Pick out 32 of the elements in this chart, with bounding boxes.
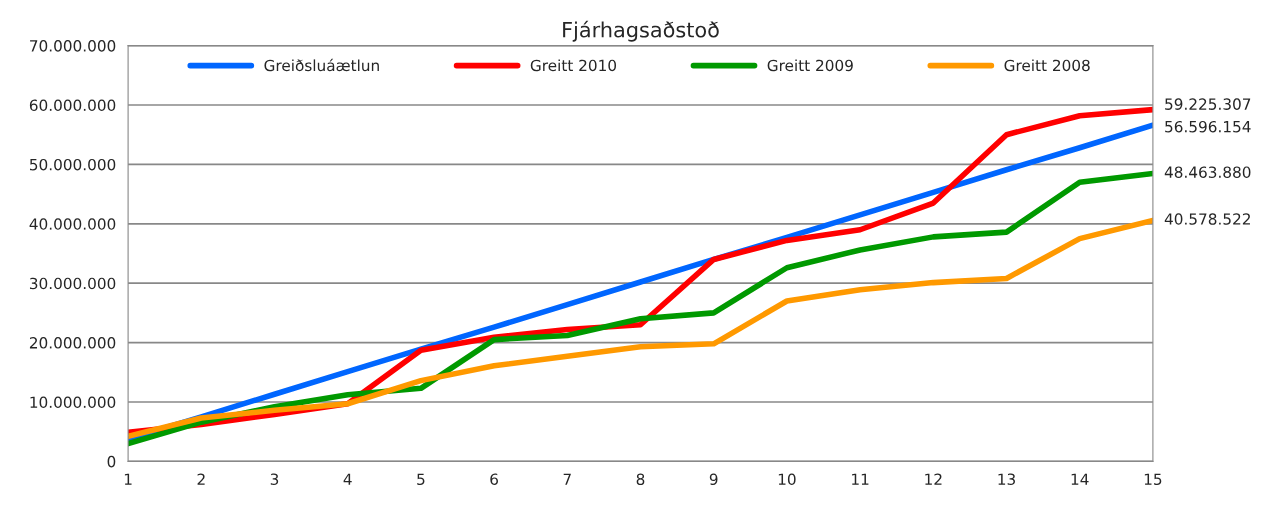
x-tick-label: 5 xyxy=(417,473,425,485)
y-tick-label: 70.000.000 xyxy=(30,40,116,52)
legend-label: Greiðsluáætlun xyxy=(264,58,379,72)
legend-label: Greitt 2009 xyxy=(767,59,853,72)
x-tick-label: 15 xyxy=(1144,473,1162,485)
y-tick-label: 30.000.000 xyxy=(29,277,116,290)
x-tick-label: 9 xyxy=(709,473,718,485)
chart-title: Fjárhagsaðstoð xyxy=(563,20,719,42)
x-tick-label: 14 xyxy=(1071,473,1089,485)
x-tick-label: 11 xyxy=(852,473,869,485)
x-tick-label: 13 xyxy=(998,473,1015,485)
x-tick-label: 10 xyxy=(778,473,796,485)
y-tick-label: 20.000.000 xyxy=(29,337,116,349)
data-label: 59.225.307 xyxy=(1165,98,1251,110)
x-tick-label: 3 xyxy=(270,473,279,485)
x-tick-label: 1 xyxy=(124,473,132,485)
data-label: 56.596.154 xyxy=(1165,120,1251,133)
data-label: 40.578.522 xyxy=(1164,213,1250,225)
x-tick-label: 7 xyxy=(563,473,571,485)
data-label: 48.463.880 xyxy=(1164,166,1251,178)
y-tick-label: 0 xyxy=(107,455,116,468)
legend-label: Greitt 2010 xyxy=(530,59,617,72)
x-tick-label: 8 xyxy=(636,473,645,485)
x-tick-label: 4 xyxy=(343,473,352,485)
y-tick-label: 50.000.000 xyxy=(30,158,116,171)
x-tick-label: 2 xyxy=(197,473,205,485)
x-tick-label: 12 xyxy=(925,473,942,485)
x-tick-label: 6 xyxy=(490,473,498,485)
y-tick-label: 60.000.000 xyxy=(29,99,116,112)
y-tick-label: 10.000.000 xyxy=(30,396,116,408)
legend-label: Greitt 2008 xyxy=(1004,59,1090,72)
y-tick-label: 40.000.000 xyxy=(29,218,116,230)
